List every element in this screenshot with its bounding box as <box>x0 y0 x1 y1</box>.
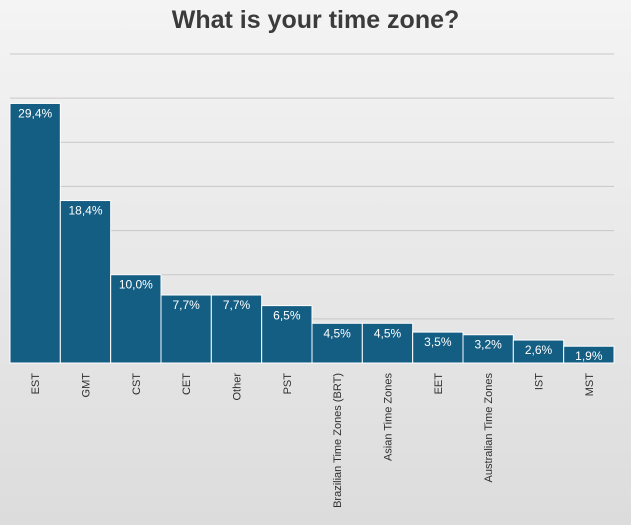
x-tick-label: Other <box>232 373 244 401</box>
x-tick-label: EST <box>30 373 42 395</box>
x-tick-label: GMT <box>81 373 93 398</box>
bar <box>261 305 313 364</box>
bar <box>563 345 615 364</box>
x-tick-label: CET <box>181 373 193 395</box>
data-label: 3,5% <box>424 335 452 349</box>
data-label: 18,4% <box>68 204 102 218</box>
chart-title: What is your time zone? <box>171 6 460 34</box>
data-label: 4,5% <box>323 326 351 340</box>
bar <box>160 294 212 364</box>
data-label: 6,5% <box>273 309 301 323</box>
bar <box>412 331 464 364</box>
bar <box>311 322 363 364</box>
data-label: 4,5% <box>374 326 402 340</box>
bar <box>9 102 61 364</box>
data-label: 10,0% <box>119 278 153 292</box>
data-label: 2,6% <box>525 343 553 357</box>
x-tick-label: PST <box>282 373 294 395</box>
data-label: 7,7% <box>223 298 251 312</box>
bar <box>361 322 414 364</box>
x-tick-label: Australian Time Zones <box>483 373 495 483</box>
bar <box>110 274 162 364</box>
x-tick-label: Asian Time Zones <box>383 373 395 462</box>
bar <box>59 200 112 364</box>
data-label: 3,2% <box>474 338 502 352</box>
x-tick-label: CST <box>131 373 143 395</box>
data-label: 29,4% <box>18 106 52 120</box>
x-tick-label: Brazilian Time Zones (BRT) <box>332 373 344 508</box>
data-label: 1,9% <box>575 349 603 363</box>
data-label: 7,7% <box>172 298 200 312</box>
x-tick-label: EET <box>433 373 445 395</box>
x-tick-label: IST <box>534 373 546 390</box>
x-tick-label: MST <box>584 373 596 397</box>
